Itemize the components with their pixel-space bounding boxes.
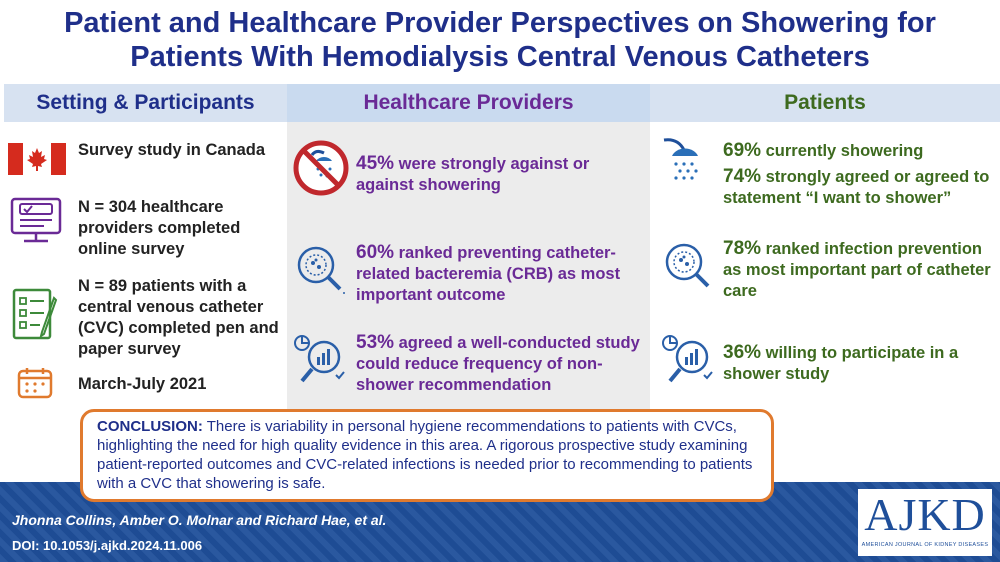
provider-finding-2-text: ranked preventing catheter-related bacte… xyxy=(356,244,621,304)
provider-finding-1-text: were strongly against or against showeri… xyxy=(356,155,590,194)
patient-finding-2: 74% strongly agreed or agreed to stateme… xyxy=(723,166,998,209)
patient-finding-3-pct: 78% xyxy=(723,238,762,259)
shower-icon xyxy=(663,138,698,180)
patient-finding-4-pct: 36% xyxy=(723,342,762,363)
patient-finding-1: 69% currently showering xyxy=(723,140,998,162)
patient-finding-4: 36% willing to participate in a shower s… xyxy=(723,342,998,385)
setting-item-1: Survey study in Canada xyxy=(78,141,266,159)
authors: Jhonna Collins, Amber O. Molnar and Rich… xyxy=(12,512,387,528)
title-line-1: Patient and Healthcare Provider Perspect… xyxy=(64,7,936,39)
provider-finding-2-pct: 60% xyxy=(356,242,395,263)
provider-finding-3-text: agreed a well-conducted study could redu… xyxy=(356,334,640,394)
no-shower-icon xyxy=(293,140,349,196)
provider-finding-1: 45% were strongly against or against sho… xyxy=(356,153,648,196)
setting-participants-header: Setting & Participants xyxy=(4,84,287,122)
canada-flag-icon xyxy=(8,143,66,175)
patient-finding-1-text: currently showering xyxy=(761,142,924,160)
data-analysis-icon xyxy=(662,335,713,383)
conclusion-text: There is variability in personal hygiene… xyxy=(97,418,753,492)
patient-finding-4-text: willing to participate in a shower study xyxy=(723,344,959,383)
patient-finding-3-text: ranked infection prevention as most impo… xyxy=(723,240,991,300)
calendar-icon xyxy=(17,368,53,399)
paper-survey-icon xyxy=(12,288,58,340)
patients-header: Patients xyxy=(650,84,1000,122)
provider-finding-1-pct: 45% xyxy=(356,153,395,174)
ajkd-logo-mark: AJKD xyxy=(864,489,986,540)
conclusion-box: CONCLUSION: There is variability in pers… xyxy=(80,409,774,502)
online-survey-icon xyxy=(10,197,62,243)
bacteria-magnifier-icon xyxy=(665,243,710,288)
patient-finding-2-text: strongly agreed or agreed to statement “… xyxy=(723,168,990,207)
provider-finding-3: 53% agreed a well-conducted study could … xyxy=(356,332,648,396)
setting-item-3: N = 89 patients with a central venous ca… xyxy=(78,277,279,358)
data-analysis-icon xyxy=(294,335,345,383)
ajkd-logo-subtitle: AMERICAN JOURNAL OF KIDNEY DISEASES xyxy=(861,542,989,548)
setting-item-2: N = 304 healthcare providers completed o… xyxy=(78,198,241,258)
patient-finding-1-pct: 69% xyxy=(723,140,762,161)
healthcare-providers-header: Healthcare Providers xyxy=(287,84,650,122)
patient-finding-3: 78% ranked infection prevention as most … xyxy=(723,238,998,302)
conclusion-label: CONCLUSION: xyxy=(97,418,203,435)
doi-link[interactable]: DOI: 10.1053/j.ajkd.2024.11.006 xyxy=(12,538,203,553)
patient-finding-2-pct: 74% xyxy=(723,166,762,187)
provider-finding-3-pct: 53% xyxy=(356,332,395,353)
ajkd-logo: AJKD AMERICAN JOURNAL OF KIDNEY DISEASES xyxy=(858,489,992,556)
page-title: Patient and Healthcare Provider Perspect… xyxy=(0,6,1000,74)
setting-item-4: March-July 2021 xyxy=(78,375,207,393)
title-line-2: Patients With Hemodialysis Central Venou… xyxy=(130,41,870,73)
bacteria-magnifier-icon xyxy=(297,246,345,294)
provider-finding-2: 60% ranked preventing catheter-related b… xyxy=(356,242,648,306)
